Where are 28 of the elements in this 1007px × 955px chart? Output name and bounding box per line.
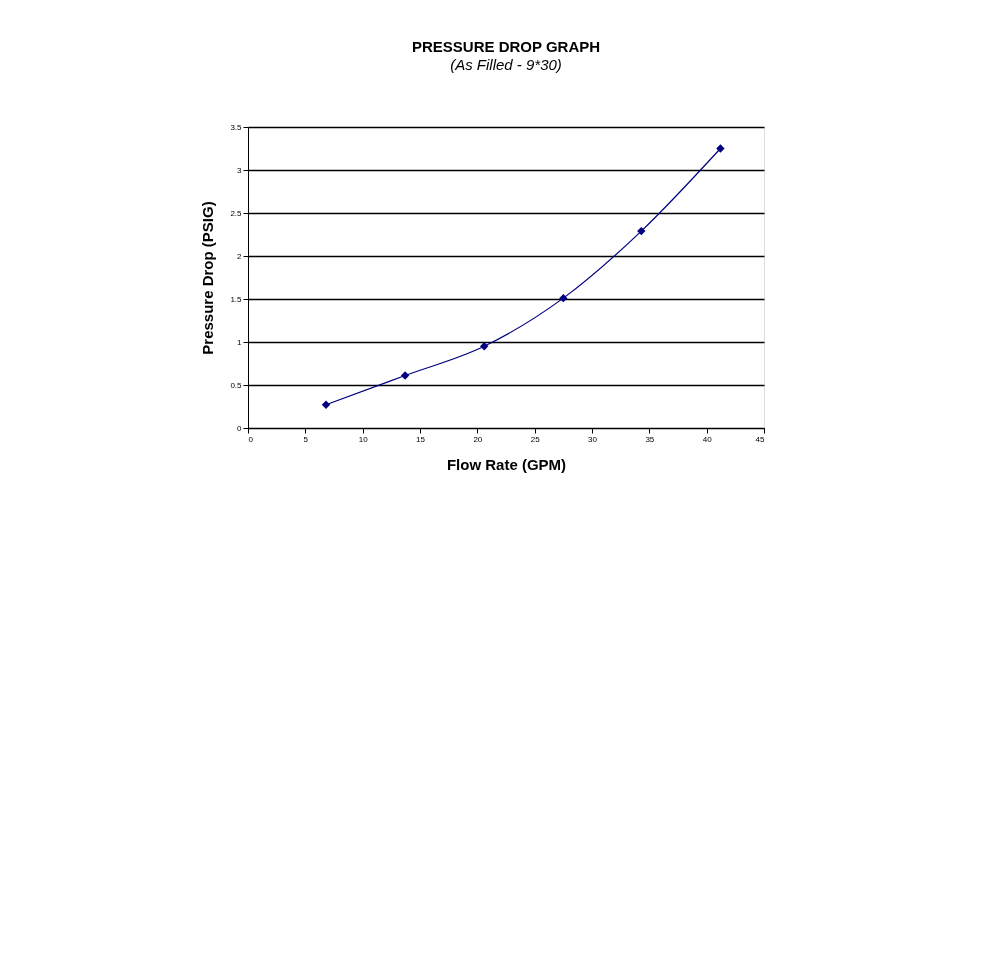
y-tick-label: 0	[237, 423, 243, 433]
x-tick-label: 10	[358, 434, 369, 444]
x-tick-label: 15	[416, 434, 426, 444]
y-tick-label: 3	[237, 165, 243, 175]
x-tick-label: 25	[530, 434, 541, 444]
chart-subtitle: (As Filled - 9*30)	[450, 56, 562, 73]
y-tick-label: 2	[237, 251, 243, 261]
y-tick-label: 1	[237, 337, 243, 347]
x-tick-label: 20	[473, 434, 483, 444]
x-tick-label: 45	[755, 434, 766, 444]
point	[321, 400, 331, 409]
point	[480, 342, 489, 351]
x-tick-label: 30	[588, 434, 598, 444]
y-tick-label: 0.5	[230, 380, 243, 390]
x-tick-label: 40	[702, 434, 713, 444]
y-tick-label: 1.5	[230, 294, 243, 304]
x-axis-title: Flow Rate (GPM)	[446, 455, 567, 473]
y-axis-title: Pressure Drop (PSIG)	[199, 201, 217, 355]
x-tick-label: 0	[248, 434, 254, 444]
x-tick-label: 35	[645, 434, 655, 444]
point	[400, 371, 410, 380]
chart-title: PRESSURE DROP GRAPH	[411, 38, 601, 55]
x-tick-label: 5	[303, 434, 309, 444]
point	[716, 144, 725, 153]
y-tick-label: 3.5	[230, 122, 243, 132]
y-tick-label: 2.5	[230, 208, 243, 218]
point	[559, 293, 568, 303]
point	[637, 226, 646, 236]
